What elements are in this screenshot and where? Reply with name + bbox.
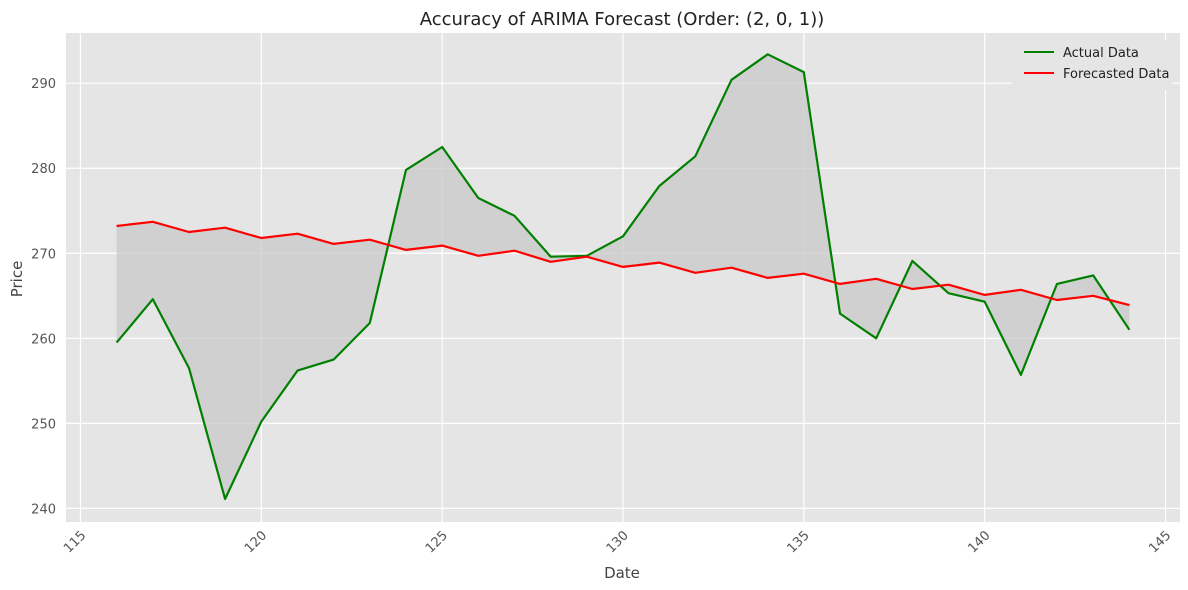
x-tick-label: 135 (785, 528, 813, 556)
y-tick-label: 250 (31, 417, 56, 432)
legend: Actual Data Forecasted Data (1012, 40, 1172, 90)
y-tick-label: 290 (31, 77, 56, 92)
y-tick-label: 260 (31, 332, 56, 347)
x-tick-label: 115 (61, 528, 89, 556)
series-lines (115, 53, 1131, 501)
y-tick-label: 270 (31, 247, 56, 262)
y-tick-label: 280 (31, 162, 56, 177)
legend-box (1012, 40, 1172, 90)
x-tick-label: 120 (242, 528, 270, 556)
y-axis-label: Price (8, 261, 26, 298)
fill-between-area (116, 54, 1130, 500)
y-tick-labels: 240 250 260 270 280 290 (31, 77, 56, 517)
x-tick-label: 125 (423, 528, 451, 556)
x-axis-label: Date (604, 564, 640, 582)
x-tick-label: 130 (604, 528, 632, 556)
legend-label-forecast: Forecasted Data (1063, 67, 1169, 82)
legend-label-actual: Actual Data (1063, 46, 1139, 61)
x-tick-label: 145 (1146, 528, 1174, 556)
y-tick-label: 240 (31, 502, 56, 517)
x-tick-labels: 115 120 125 130 135 140 145 (61, 528, 1174, 556)
chart-title: Accuracy of ARIMA Forecast (Order: (2, 0… (420, 9, 825, 30)
x-tick-label: 140 (965, 528, 993, 556)
